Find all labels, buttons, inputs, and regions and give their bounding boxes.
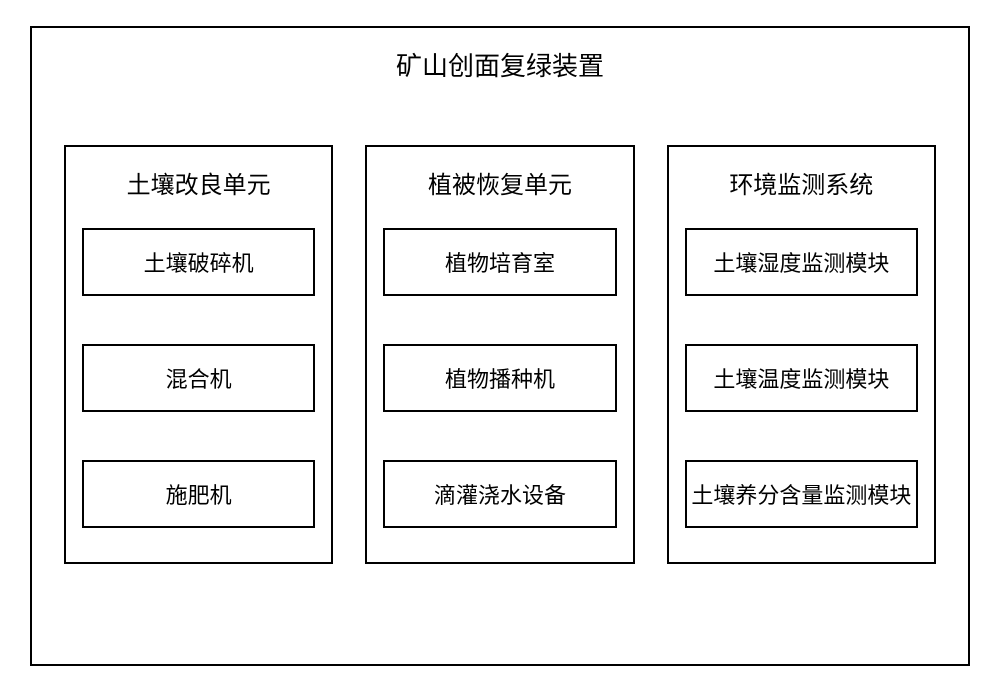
item-box: 土壤湿度监测模块 [685, 228, 918, 296]
outer-container: 矿山创面复绿装置 土壤改良单元 土壤破碎机 混合机 施肥机 植被恢复单元 植物培… [30, 26, 970, 666]
column-soil-improvement: 土壤改良单元 土壤破碎机 混合机 施肥机 [64, 145, 333, 564]
item-box: 土壤破碎机 [82, 228, 315, 296]
main-title: 矿山创面复绿装置 [32, 28, 968, 93]
item-box: 施肥机 [82, 460, 315, 528]
item-box: 植物播种机 [383, 344, 616, 412]
item-box: 滴灌浇水设备 [383, 460, 616, 528]
column-vegetation-recovery: 植被恢复单元 植物培育室 植物播种机 滴灌浇水设备 [365, 145, 634, 564]
column-title: 植被恢复单元 [428, 165, 572, 200]
column-title: 土壤改良单元 [127, 165, 271, 200]
columns-wrapper: 土壤改良单元 土壤破碎机 混合机 施肥机 植被恢复单元 植物培育室 植物播种机 … [32, 93, 968, 596]
item-box: 土壤温度监测模块 [685, 344, 918, 412]
item-box: 混合机 [82, 344, 315, 412]
item-box: 植物培育室 [383, 228, 616, 296]
column-environment-monitoring: 环境监测系统 土壤湿度监测模块 土壤温度监测模块 土壤养分含量监测模块 [667, 145, 936, 564]
column-title: 环境监测系统 [729, 165, 873, 200]
item-box: 土壤养分含量监测模块 [685, 460, 918, 528]
